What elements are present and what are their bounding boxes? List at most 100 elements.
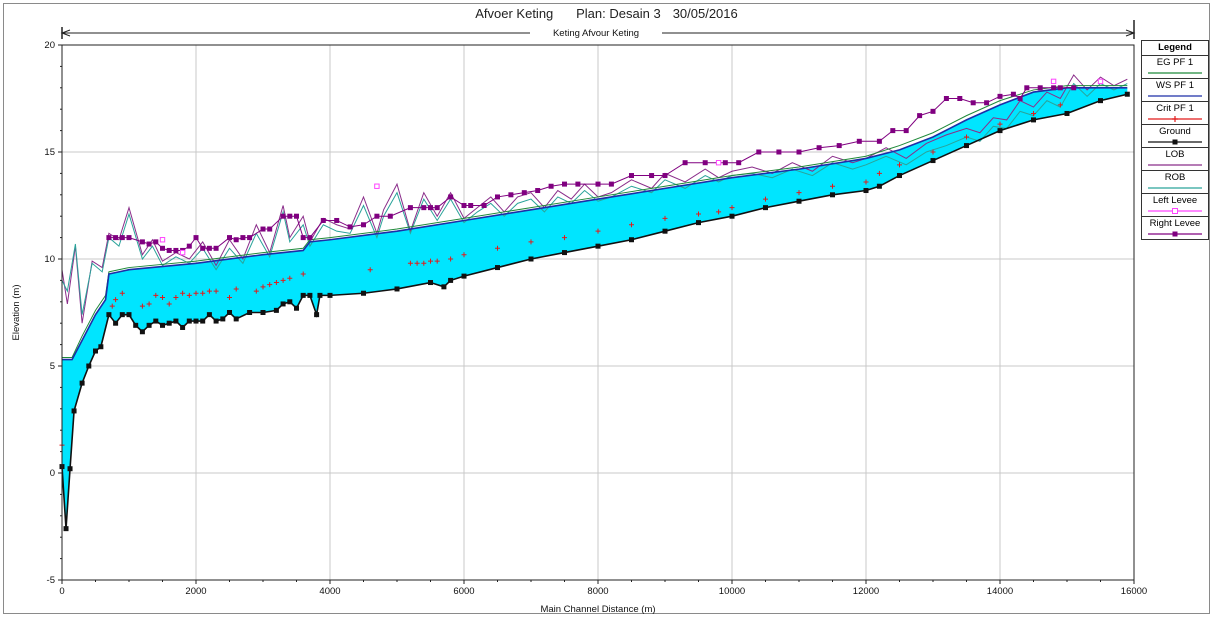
right-levee-marker	[347, 224, 353, 230]
right-levee-marker	[997, 93, 1003, 99]
legend-item-label: WS PF 1	[1155, 80, 1194, 91]
critical-depth-marker	[414, 260, 420, 266]
ground-marker	[314, 312, 320, 318]
critical-depth-marker	[629, 222, 634, 228]
critical-depth-marker	[863, 179, 869, 185]
ground-marker	[113, 320, 119, 326]
ground-marker	[160, 322, 165, 328]
legend-swatch	[1148, 164, 1202, 166]
ground-marker	[186, 318, 192, 324]
ground-marker	[166, 320, 172, 326]
left-levee-marker	[179, 249, 186, 256]
right-levee-marker	[736, 160, 742, 166]
right-levee-marker	[629, 173, 634, 179]
right-levee-marker	[206, 245, 212, 251]
legend: Legend EG PF 1 WS PF 1 Crit PF 1 Ground LOB R…	[1141, 40, 1209, 240]
ground-marker	[796, 198, 802, 204]
ground-marker	[964, 143, 969, 149]
right-levee-marker	[106, 235, 112, 241]
right-levee-marker	[200, 245, 206, 251]
title-date: 30/05/2016	[672, 6, 738, 21]
chart-title: Afvoer Keting Plan: Desain 3 30/05/2016	[0, 6, 1213, 21]
reach-arrow-right	[1125, 29, 1136, 37]
right-levee-marker	[595, 181, 601, 187]
ground-marker	[287, 299, 293, 305]
critical-depth-marker	[287, 275, 293, 281]
right-levee-marker	[240, 235, 246, 241]
ground-marker	[495, 265, 500, 271]
ground-marker	[206, 312, 212, 318]
legend-swatch-marker	[1172, 231, 1178, 237]
ground-marker	[317, 292, 323, 298]
right-levee-marker	[756, 149, 762, 155]
right-levee-marker	[421, 205, 427, 211]
right-levee-marker	[307, 235, 313, 241]
right-levee-marker	[1017, 96, 1023, 101]
critical-depth-marker	[528, 239, 534, 245]
critical-depth-marker	[830, 183, 835, 189]
ground-marker	[273, 307, 279, 313]
critical-depth-marker	[421, 260, 427, 266]
critical-depth-marker	[233, 286, 239, 292]
critical-depth-marker	[193, 290, 199, 296]
left-levee-marker	[374, 183, 380, 189]
ground-marker	[448, 277, 454, 283]
right-levee-marker	[267, 226, 273, 232]
ground-marker	[98, 344, 104, 350]
right-levee-marker	[1010, 91, 1016, 97]
critical-depth-marker	[595, 228, 601, 234]
ground-marker	[327, 292, 333, 298]
ground-marker	[662, 228, 668, 234]
legend-item: Ground	[1142, 125, 1208, 148]
series-line-lob	[61, 74, 1128, 324]
ground-marker	[595, 243, 601, 249]
ground-marker	[897, 173, 902, 179]
water-surface-fill	[62, 87, 1128, 529]
ground-marker	[394, 286, 400, 292]
x-tick-label: 16000	[1121, 586, 1147, 597]
legend-title: Legend	[1142, 41, 1208, 56]
critical-depth-marker	[763, 196, 768, 202]
right-levee-marker	[662, 173, 668, 179]
ground-marker	[260, 310, 266, 315]
right-levee-marker	[320, 217, 326, 223]
right-levee-marker	[434, 205, 440, 211]
critical-depth-marker	[160, 295, 165, 301]
x-tick-label: 10000	[719, 586, 745, 597]
y-tick-label: 20	[44, 40, 55, 51]
right-levee-marker	[139, 239, 145, 245]
x-tick-label: 12000	[853, 586, 879, 597]
y-tick-label: 0	[50, 468, 55, 479]
critical-depth-marker	[662, 215, 668, 221]
title-project: Afvoer Keting	[475, 6, 554, 21]
legend-swatch-marker	[1172, 139, 1178, 145]
x-tick-label: 0	[59, 586, 64, 597]
critical-depth-marker	[1031, 110, 1036, 116]
critical-depth-marker	[280, 277, 286, 283]
right-levee-marker	[702, 160, 708, 166]
ground-marker	[71, 408, 77, 414]
right-levee-marker	[461, 203, 467, 208]
right-levee-marker	[943, 96, 949, 101]
critical-depth-marker	[428, 258, 433, 264]
right-levee-marker	[160, 245, 165, 251]
legend-swatch	[1148, 187, 1202, 189]
right-levee-marker	[890, 128, 896, 134]
ground-marker	[280, 301, 286, 307]
right-levee-marker	[1057, 85, 1063, 91]
legend-swatch-marker	[1172, 208, 1178, 214]
ground-marker	[930, 158, 936, 164]
right-levee-marker	[816, 145, 822, 151]
ground-marker	[106, 312, 112, 318]
right-levee-marker	[233, 237, 239, 243]
ground-marker	[63, 526, 69, 532]
legend-item-label: Ground	[1159, 126, 1191, 137]
reach-label-bg	[530, 26, 662, 39]
left-levee-marker	[159, 237, 166, 243]
ground-marker	[146, 322, 152, 328]
right-levee-marker	[1024, 85, 1030, 91]
ground-marker	[441, 284, 447, 290]
right-levee-marker	[548, 183, 554, 189]
ground-marker	[126, 312, 132, 318]
ground-marker	[763, 205, 768, 211]
